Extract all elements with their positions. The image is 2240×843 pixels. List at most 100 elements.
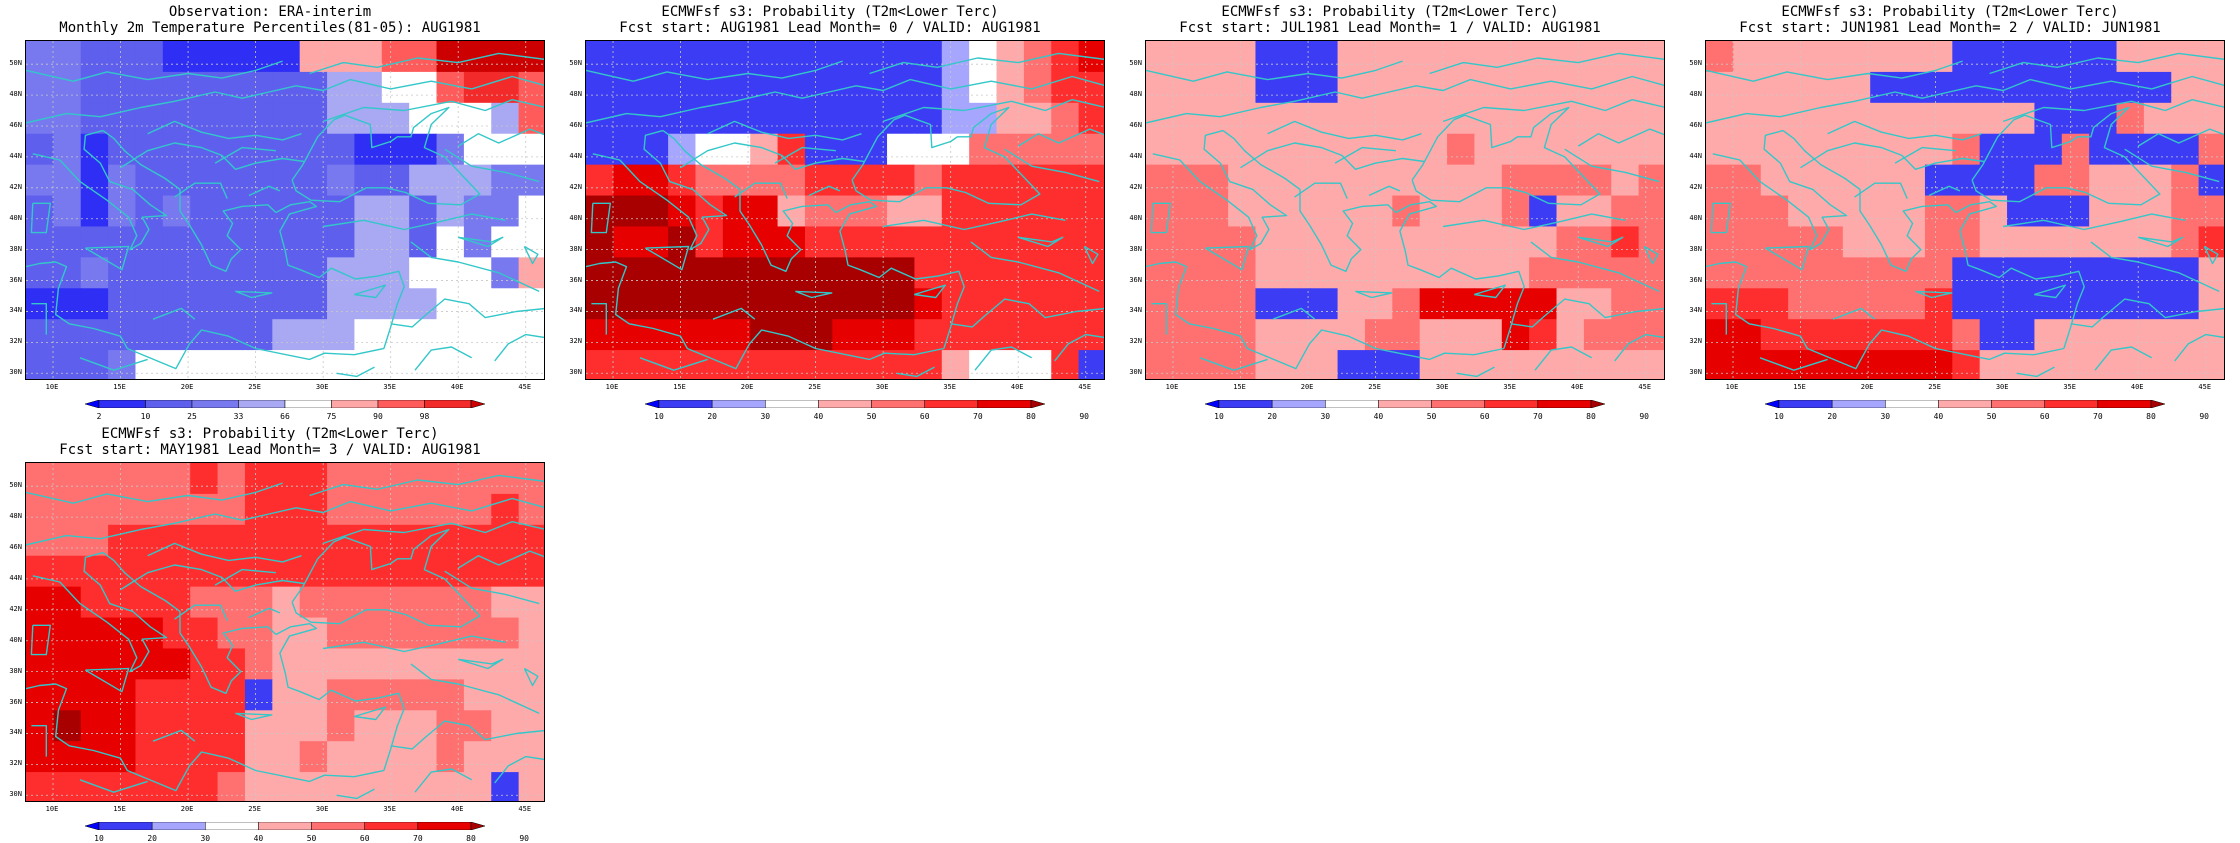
lat-label: 30N: [569, 368, 582, 377]
grid-cell: [613, 41, 642, 73]
grid-cell: [1364, 350, 1393, 379]
grid-cell: [135, 71, 164, 104]
grid-cell: [1200, 288, 1229, 320]
grid-cell: [2116, 319, 2145, 351]
grid-cell: [1733, 102, 1762, 135]
grid-cell: [1733, 41, 1762, 73]
grid-cell: [1419, 133, 1448, 166]
grid-cell: [2143, 41, 2172, 73]
grid-cell: [135, 319, 164, 351]
lat-label: 44N: [569, 151, 582, 160]
grid-cell: [2034, 319, 2063, 351]
grid-cell: [190, 319, 219, 351]
grid-cell: [777, 164, 806, 197]
grid-cell: [491, 164, 520, 197]
grid-cell: [750, 226, 779, 258]
grid-cell: [135, 679, 164, 711]
grid-cell: [2143, 257, 2172, 289]
colorbar-label: 20: [1267, 412, 1277, 421]
grid-cell: [1447, 133, 1476, 166]
grid-cell: [436, 226, 465, 258]
grid-cell: [1556, 41, 1585, 73]
lat-label: 36N: [9, 697, 22, 706]
grid-cell: [1788, 41, 1817, 73]
grid-cell: [53, 772, 82, 801]
grid-cell: [217, 133, 246, 166]
grid-cell: [108, 710, 137, 742]
grid-cell: [436, 164, 465, 197]
grid-cell: [2089, 133, 2118, 166]
grid-cell: [2116, 164, 2145, 197]
grid-cell: [80, 463, 109, 495]
grid-cell: [1897, 350, 1926, 379]
grid-cell: [668, 164, 697, 197]
grid-cell: [969, 319, 998, 351]
grid-cell: [1146, 41, 1174, 73]
grid-cell: [1419, 102, 1448, 135]
grid-cell: [108, 164, 137, 197]
grid-cell: [108, 463, 137, 495]
map-panel-5: ECMWFsf s3: Probability (T2m<Lower Terc)…: [0, 422, 545, 843]
grid-cell: [1733, 350, 1762, 379]
grid-cell: [1310, 257, 1339, 289]
lon-label: 25E: [1368, 383, 1381, 391]
colorbar-label: 60: [359, 834, 370, 843]
grid-cell: [217, 679, 246, 711]
grid-cell: [1611, 164, 1640, 197]
grid-cell: [2198, 71, 2224, 104]
colorbar-segment: [1030, 400, 1045, 408]
grid-cell: [26, 226, 54, 258]
grid-cell: [272, 102, 301, 135]
grid-cell: [1282, 102, 1311, 135]
colorbar-segment: [1765, 400, 1780, 408]
grid-cell: [162, 102, 191, 135]
colorbar-label: 10: [94, 834, 104, 843]
grid-cell: [613, 133, 642, 166]
grid-cell: [491, 463, 520, 495]
grid-cell: [409, 164, 438, 197]
map-canvas: [1706, 41, 2224, 379]
grid-cell: [1706, 319, 1734, 351]
grid-cell: [941, 133, 970, 166]
grid-cell: [969, 164, 998, 197]
colorbar-segment: [1885, 400, 1939, 408]
grid-cell: [80, 195, 109, 228]
grid-cell: [996, 71, 1025, 104]
grid-cell: [108, 226, 137, 258]
grid-cell: [518, 133, 544, 166]
grid-cell: [299, 133, 328, 166]
grid-cell: [1392, 288, 1421, 320]
grid-cell: [1760, 226, 1789, 258]
grid-cell: [777, 133, 806, 166]
grid-cell: [80, 319, 109, 351]
grid-cell: [190, 772, 219, 801]
lon-label: 25E: [248, 383, 261, 391]
grid-cell: [1611, 288, 1640, 320]
grid-cell: [327, 319, 356, 351]
grid-cell: [1556, 288, 1585, 320]
grid-cell: [2171, 257, 2200, 289]
grid-cell: [914, 133, 943, 166]
lon-label: 20E: [740, 383, 754, 391]
grid-cell: [1979, 102, 2008, 135]
grid-cell: [1228, 288, 1257, 320]
grid-cell: [2116, 288, 2145, 320]
grid-cell: [1760, 319, 1789, 351]
grid-cell: [1924, 257, 1953, 289]
grid-cell: [272, 710, 301, 742]
coastlines: [1706, 52, 2224, 378]
colorbar-segment: [364, 822, 419, 830]
grid-cell: [1200, 257, 1229, 289]
grid-cell: [436, 772, 465, 801]
grid-cell: [941, 41, 970, 73]
grid-cell: [190, 741, 219, 773]
grid-cell: [1870, 257, 1899, 289]
colorbar-segment: [151, 822, 206, 830]
grid-cell: [887, 226, 916, 258]
grid-cell: [695, 195, 724, 228]
lon-label: 25E: [1928, 383, 1941, 391]
grid-cell: [1706, 226, 1734, 258]
grid-cell: [1173, 226, 1202, 258]
colorbar-segment: [98, 400, 146, 408]
colorbar-label: 40: [253, 834, 264, 843]
